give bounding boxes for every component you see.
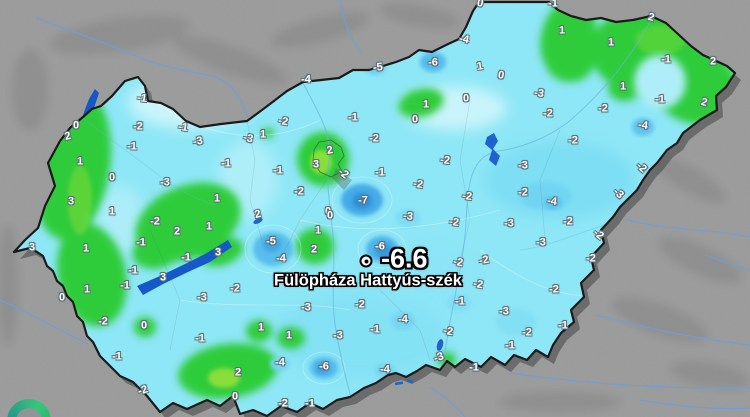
highlight-value: -6.6 xyxy=(381,243,428,274)
lake-velence xyxy=(253,217,263,225)
lakes xyxy=(137,133,500,351)
budapest-outline xyxy=(312,139,352,190)
highlight-station-name: Fülöpháza Hattyús-szék xyxy=(274,271,462,290)
lake-balaton xyxy=(137,240,232,295)
border-waters xyxy=(394,379,414,386)
lake-tisza xyxy=(485,133,500,166)
temperature-field xyxy=(32,2,735,399)
highlight-marker[interactable] xyxy=(359,254,373,268)
county-borders xyxy=(149,99,561,361)
brand-logo xyxy=(7,399,51,417)
